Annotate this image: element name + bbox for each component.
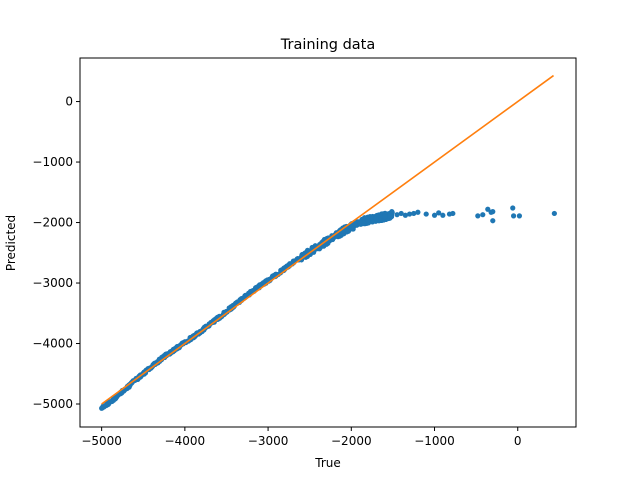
y-tick-label: −5000 [32, 397, 73, 411]
scatter-point [450, 210, 456, 217]
x-tick-label: −4000 [165, 434, 206, 448]
scatter-point [415, 209, 421, 215]
scatter-point [357, 219, 363, 225]
scatter-point [99, 405, 105, 411]
scatter-point [112, 396, 119, 402]
scatter-point [369, 219, 376, 225]
scatter-point [480, 212, 486, 218]
scatter-point [436, 210, 442, 216]
scatter-point [490, 218, 496, 224]
scatter-point [423, 211, 429, 217]
scatter-point [107, 399, 113, 405]
scatter-point [398, 210, 404, 217]
x-tick-label: 0 [514, 434, 522, 448]
y-axis-ticks: −5000 −4000 −3000 −2000 −1000 0 [32, 95, 80, 411]
scatter-point [345, 227, 351, 234]
scatter-point [381, 213, 388, 220]
scatter-point [402, 212, 408, 218]
chart-title: Training data [280, 37, 375, 53]
plot-frame [79, 57, 577, 428]
reference-line-layer [101, 74, 555, 405]
x-tick-label: −3000 [248, 434, 289, 448]
x-tick-label: −5000 [81, 434, 122, 448]
y-axis-label: Predicted [4, 215, 18, 271]
scatter-points [99, 205, 557, 411]
y-tick-label: −4000 [32, 337, 73, 351]
scatter-point [394, 212, 400, 218]
scatter-point [510, 213, 517, 219]
x-axis-label: True [314, 456, 341, 470]
scatter-point [475, 213, 481, 219]
x-tick-label: −1000 [414, 434, 455, 448]
identity-line [101, 74, 555, 405]
scatter-point [516, 213, 523, 219]
scatter-point [373, 215, 379, 221]
scatter-point [387, 213, 393, 219]
y-tick-label: −3000 [32, 276, 73, 290]
y-tick-label: −2000 [32, 216, 73, 230]
y-tick-label: 0 [65, 95, 73, 109]
scatter-point [406, 211, 413, 217]
x-tick-label: −2000 [331, 434, 372, 448]
scatter-point [490, 209, 496, 215]
scatter-point [485, 206, 491, 212]
scatter-point [365, 217, 371, 223]
scatter-point [551, 210, 557, 217]
scatter-point [510, 205, 516, 211]
y-tick-label: −1000 [32, 155, 73, 169]
scatter-point [431, 212, 438, 218]
x-axis-ticks: −5000 −4000 −3000 −2000 −1000 0 [81, 427, 522, 448]
scatter-point [440, 212, 446, 218]
scatter-point [348, 224, 354, 230]
scatter-point [411, 210, 417, 217]
